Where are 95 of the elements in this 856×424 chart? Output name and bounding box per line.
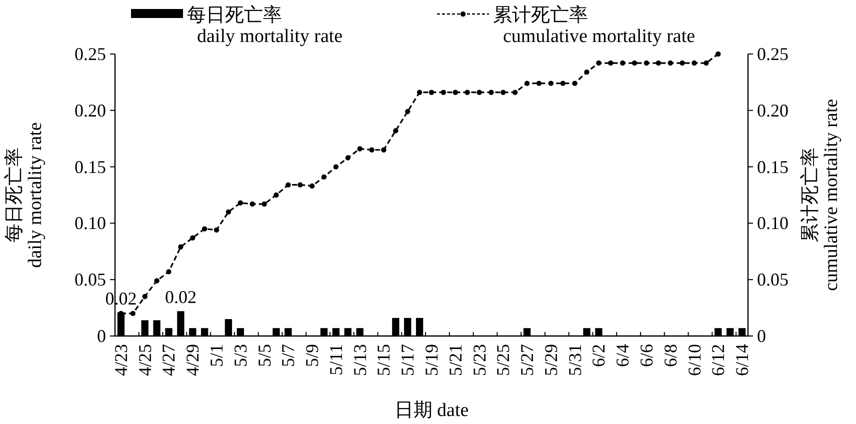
point [262, 201, 267, 207]
point [416, 90, 422, 95]
x-tick-label: 5/25 [493, 344, 514, 376]
y-axis-title: 每日死亡率 daily mortality rate [3, 122, 46, 268]
point [130, 310, 136, 316]
point [357, 146, 362, 152]
x-axis-title: 日期 date [394, 400, 469, 421]
x-tick-label: 6/12 [708, 344, 728, 376]
x-tick-label: 6/2 [588, 344, 609, 368]
x-tick-label: 5/5 [254, 344, 274, 368]
point [333, 164, 339, 170]
point [142, 294, 148, 300]
point [644, 60, 650, 66]
point [464, 90, 470, 95]
y-tick-label: 0.20 [74, 100, 106, 120]
point [632, 60, 638, 66]
point [656, 60, 662, 66]
point [405, 108, 410, 114]
x-tick-label: 4/29 [182, 344, 203, 376]
y2-tick-label: 0.05 [757, 270, 788, 290]
y2-tick-label: 0.25 [757, 44, 788, 64]
x-tick-label: 5/17 [398, 344, 418, 376]
point [452, 90, 458, 95]
x-tick-label: 5/29 [540, 344, 561, 376]
point [298, 182, 303, 188]
x-tick-label: 5/11 [326, 344, 346, 376]
legend-label: 累计死亡率 cumulative mortality rate [493, 4, 696, 47]
data-label: 0.02 [164, 287, 196, 308]
x-tick-label: 5/19 [422, 344, 442, 376]
point [440, 90, 446, 95]
point [428, 90, 434, 95]
y-tick-label: 0.25 [74, 44, 106, 64]
x-tick-label: 5/23 [469, 344, 490, 376]
point [286, 182, 291, 188]
point [560, 80, 566, 86]
point [238, 200, 244, 206]
y-tick-label: 0 [97, 326, 106, 346]
point [620, 60, 626, 66]
x-tick-label: 6/14 [732, 344, 752, 376]
point [608, 60, 614, 66]
x-tick-label: 5/15 [374, 344, 394, 376]
point [345, 155, 350, 160]
legend-label: 每日死亡率 daily mortality rate [187, 4, 343, 47]
point [381, 147, 386, 152]
point [524, 80, 530, 86]
x-tick-label: 6/8 [660, 344, 680, 368]
y2-tick-label: 0.20 [757, 100, 788, 120]
x-tick-label: 5/31 [564, 344, 585, 376]
point [596, 60, 602, 66]
point [584, 69, 590, 75]
point [512, 90, 518, 95]
point [214, 227, 220, 233]
point [716, 51, 721, 57]
point [488, 90, 494, 95]
x-tick-label: 5/9 [302, 344, 322, 368]
x-tick-label: 6/6 [636, 344, 656, 368]
point [536, 80, 542, 86]
point [178, 244, 184, 250]
y2-tick-label: 0.10 [757, 213, 788, 234]
point [548, 80, 554, 86]
point [202, 226, 208, 232]
point [500, 90, 506, 95]
point [190, 235, 196, 240]
y2-axis-title: 累计死亡率 cumulative mortality rate [799, 98, 842, 292]
point [309, 183, 315, 189]
x-tick-label: 4/25 [134, 344, 155, 376]
point [250, 201, 255, 207]
point [226, 209, 232, 215]
point [369, 147, 374, 152]
x-tick-label: 4/23 [110, 344, 131, 376]
y2-tick-label: 0.15 [757, 156, 788, 177]
y-tick-label: 0.10 [74, 213, 106, 234]
point [274, 192, 279, 198]
point [668, 60, 673, 66]
point [166, 269, 172, 274]
point [393, 128, 398, 134]
y-tick-label: 0.15 [74, 156, 106, 177]
point [154, 278, 160, 284]
x-tick-label: 5/27 [517, 344, 538, 376]
x-tick-label: 5/1 [206, 344, 227, 368]
x-tick-label: 6/4 [612, 344, 633, 368]
x-tick-label: 6/10 [684, 344, 704, 376]
x-tick-label: 4/27 [158, 344, 179, 376]
x-tick-label: 5/21 [445, 344, 466, 376]
point [692, 60, 697, 66]
x-tick-label: 5/7 [278, 344, 298, 368]
x-tick-label: 5/13 [350, 344, 370, 376]
point [704, 60, 709, 66]
x-tick-label: 5/3 [230, 344, 250, 368]
y-tick-label: 0.05 [74, 270, 106, 290]
point [572, 80, 578, 86]
point [321, 174, 327, 180]
point [680, 60, 685, 66]
point [476, 90, 482, 95]
y2-tick-label: 0 [757, 326, 766, 346]
